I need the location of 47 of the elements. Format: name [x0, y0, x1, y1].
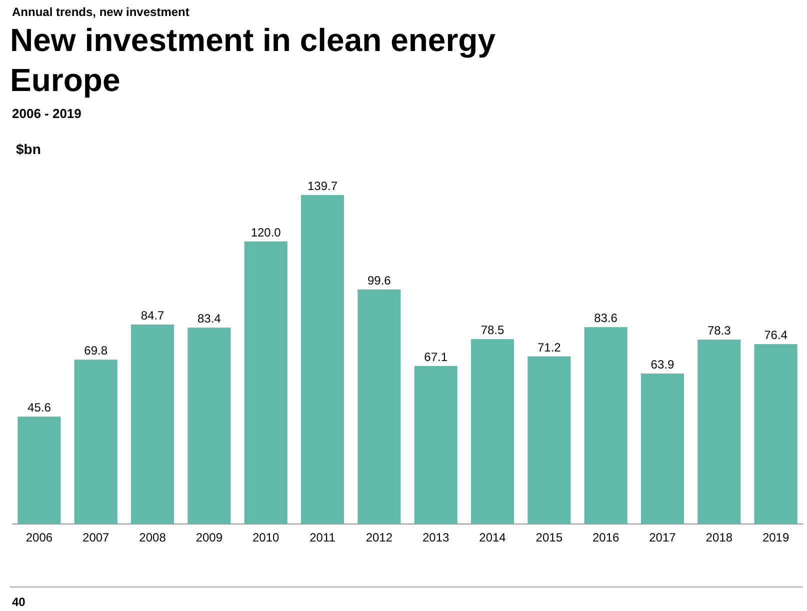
chart-subtitle: 2006 - 2019	[12, 106, 82, 121]
bar	[244, 241, 288, 524]
data-label: 120.0	[250, 225, 282, 240]
bar	[74, 360, 118, 524]
bar	[414, 366, 458, 524]
bar	[130, 324, 174, 524]
bar	[300, 195, 344, 524]
data-label: 71.2	[537, 340, 562, 354]
x-tick-label: 2013	[422, 530, 450, 545]
data-label: 45.6	[28, 400, 52, 415]
x-tick-label: 2015	[536, 530, 563, 545]
text: 40	[12, 595, 26, 609]
chart-title: New investment in clean energy Europe	[10, 22, 496, 98]
data-label: 69.8	[84, 344, 108, 358]
bar	[698, 340, 741, 524]
data-label: 63.9	[650, 358, 674, 372]
bar	[188, 328, 231, 524]
data-label: 83.4	[198, 312, 222, 326]
x-tick-label: 2016	[592, 530, 620, 545]
data-label: 99.6	[367, 273, 392, 288]
bar	[470, 339, 514, 524]
bar	[358, 289, 401, 524]
data-label: 84.7	[140, 308, 165, 323]
x-tick-label: 2010	[252, 530, 280, 545]
bar	[584, 327, 628, 524]
bar	[528, 356, 571, 524]
data-label: 78.5	[480, 323, 504, 338]
x-tick-label: 2008	[139, 530, 166, 545]
x-tick-label: 2009	[196, 530, 223, 545]
x-tick-label: 2018	[706, 530, 733, 545]
x-tick-label: 2012	[366, 530, 393, 545]
bar	[18, 416, 61, 524]
x-tick-label: 2011	[310, 530, 336, 545]
data-label: 139.7	[307, 179, 338, 193]
x-tick-label: 2017	[649, 530, 676, 545]
data-label: 78.3	[707, 324, 732, 338]
x-tick-label: 2006	[26, 530, 53, 545]
data-label: 67.1	[424, 350, 448, 364]
text: Annual trends, new investment	[12, 5, 190, 19]
bar	[640, 374, 684, 524]
x-tick-label: 2019	[762, 530, 790, 545]
data-label: 76.4	[764, 328, 788, 342]
y-axis-title: $bn	[16, 141, 41, 157]
data-label: 83.6	[594, 311, 618, 326]
x-tick-label: 2014	[479, 530, 506, 545]
x-tick-label: 2007	[82, 530, 110, 545]
bar	[754, 344, 798, 524]
